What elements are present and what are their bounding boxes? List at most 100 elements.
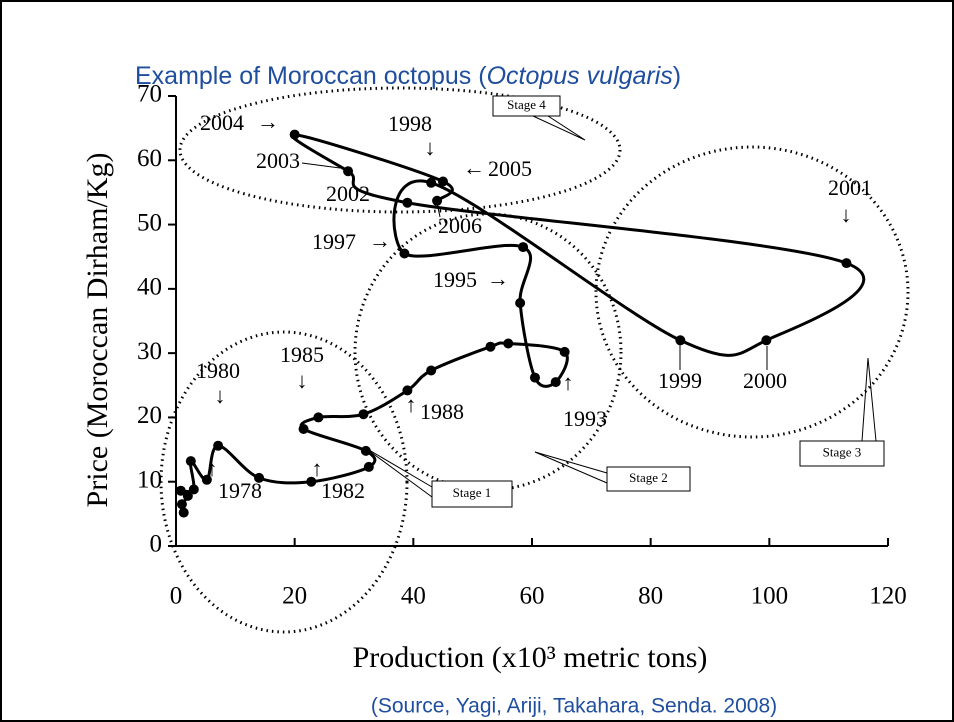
year-label: 2001 [828,175,872,200]
data-point [360,445,371,456]
data-point [182,490,193,501]
year-arrow: ↑ [406,392,417,417]
data-point [185,456,196,467]
year-label: 1978 [218,478,262,503]
year-label: 1993 [563,406,607,431]
stage-label: Stage 1 [453,485,492,500]
data-point [358,409,369,420]
year-label: 1980 [196,358,240,383]
x-tick-label: 120 [869,583,907,610]
data-point [313,412,324,423]
year-arrow: ↓ [215,383,226,408]
callout-pointer [532,115,586,141]
data-point [298,424,309,434]
source-note: (Source, Yagi, Ariji, Takahara, Senda. 2… [371,695,777,718]
x-tick-label: 40 [401,583,426,610]
leader-line [301,162,341,169]
title-part: ) [673,62,681,90]
y-tick-label: 10 [137,466,162,493]
leader-line [371,195,405,203]
data-point [399,248,410,259]
stage-box [431,480,513,508]
data-point [188,484,199,495]
stage-box [492,95,561,117]
data-point [485,341,496,352]
year-label: 2006 [438,213,482,238]
year-label: 2004 [200,110,244,135]
year-arrow: ↓ [297,368,308,393]
data-point [176,499,187,510]
data-point [761,335,772,346]
data-point [402,197,413,208]
data-point [675,335,686,346]
title-part: Example of Moroccan octopus ( [135,62,487,90]
year-arrow: → [257,109,279,134]
stage-label: Stage 2 [629,470,668,485]
data-point [213,440,224,451]
data-point [426,177,437,188]
data-point [289,129,300,140]
data-point [178,507,189,518]
data-point [254,472,265,483]
year-label: 1999 [658,368,702,393]
year-label: 1995 [433,267,477,292]
stage-ellipse [178,86,622,214]
chart-title: Example of Moroccan octopus (Octopus vul… [135,62,681,90]
year-arrow: ↑ [312,456,323,481]
data-point [529,372,540,383]
x-tick-label: 80 [638,583,663,610]
data-point [175,485,186,496]
year-label: 2005 [488,156,532,181]
year-arrow: ← [463,155,485,180]
data-point [438,176,448,187]
year-label: 2002 [326,181,370,206]
title-italic: Octopus vulgaris [487,62,673,90]
y-tick-label: 20 [137,402,162,429]
year-label: 1998 [388,111,432,136]
data-point [559,346,570,357]
y-tick-label: 30 [137,338,162,365]
y-tick-label: 60 [137,145,162,172]
data-point [402,385,413,396]
data-point [515,298,526,308]
x-tick-label: 60 [520,583,545,610]
data-point [306,476,317,487]
stage-box [799,440,885,467]
y-tick-label: 40 [137,274,162,301]
leader-line [436,202,441,218]
data-point [343,166,354,177]
x-tick-label: 20 [282,583,307,610]
year-arrow: ↓ [841,202,852,227]
stage-ellipse [594,145,910,439]
stage-ellipse [159,330,409,634]
year-arrow: ↓ [425,135,436,160]
callout-pointer [534,451,608,484]
stage-label: Stage 4 [507,97,546,112]
data-point [550,377,561,388]
year-arrow: ↑ [563,370,574,395]
data-point [363,461,374,472]
callout-pointer [861,357,877,442]
data-point [201,474,212,485]
callout-pointer [363,446,433,498]
year-arrow: → [369,228,391,253]
y-axis-label: Price (Moroccan Dirham/Kg) [81,153,114,508]
year-label: 2003 [256,148,300,173]
year-label: 2000 [743,368,787,393]
y-tick-label: 70 [137,81,162,108]
x-tick-label: 100 [751,583,789,610]
data-point [841,258,852,269]
year-label: 1997 [312,229,356,254]
year-arrow: → [487,266,509,291]
x-tick-label: 0 [170,583,183,610]
stage-label: Stage 3 [823,444,862,459]
y-tick-label: 50 [137,209,162,236]
stage-box [606,466,691,492]
data-point [432,195,443,206]
year-label: 1985 [280,342,324,367]
year-label: 1982 [321,478,365,503]
data-point [426,365,437,376]
y-tick-label: 0 [150,531,163,558]
